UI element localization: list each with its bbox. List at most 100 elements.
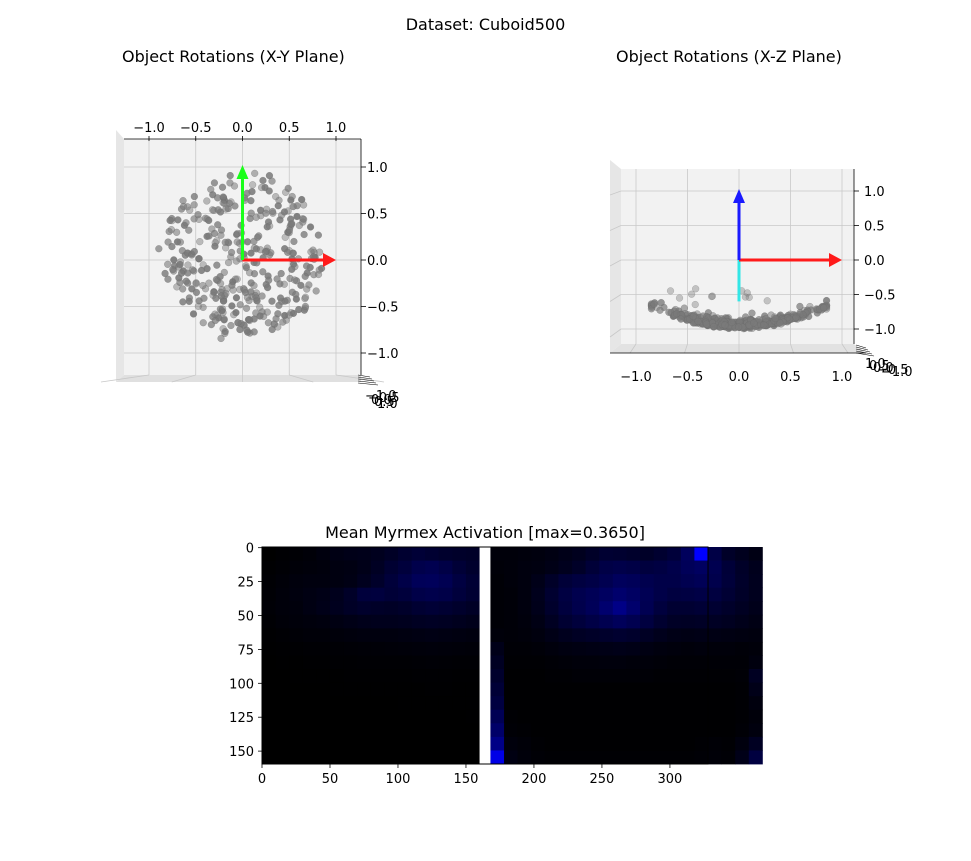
- xz-tick-labels: −1.0 −0.5 0.0 0.5 1.01.00.50.0−0.5−1.01.00.5…: [610, 169, 913, 385]
- heatmap-cell: [721, 723, 736, 738]
- heatmap-cell: [667, 750, 682, 765]
- heatmap-cell: [694, 601, 709, 616]
- heatmap-cell: [735, 641, 750, 656]
- heatmap-cell: [289, 614, 304, 629]
- xy-point: [164, 238, 172, 246]
- heatmap-cell: [708, 601, 722, 616]
- heatmap-cell: [397, 547, 412, 561]
- heatmap-cell: [558, 750, 573, 765]
- heatmap-cell: [653, 628, 668, 643]
- heatmap-cell: [329, 547, 344, 561]
- heatmap-cell: [438, 669, 453, 684]
- xy-point: [242, 262, 250, 270]
- xz-grid-floor: [841, 343, 849, 354]
- xz-point: [743, 289, 751, 297]
- heatmap-cell: [465, 601, 480, 616]
- heatmap-cell: [694, 628, 709, 643]
- xz-y-tick-label: −0.5: [877, 363, 909, 378]
- xy-point: [205, 279, 213, 287]
- heatmap-cell: [397, 641, 412, 656]
- heatmap-cell: [599, 587, 614, 602]
- heatmap-cell: [302, 669, 317, 684]
- xz-point: [689, 312, 697, 320]
- heatmap-cell: [397, 669, 412, 684]
- heatmap-cell: [504, 696, 519, 711]
- heatmap-cell: [599, 601, 614, 616]
- heatmap-cell: [517, 601, 532, 616]
- heatmap-cell: [612, 587, 627, 602]
- heatmap-cell: [531, 723, 546, 738]
- heatmap-cell: [572, 587, 587, 602]
- heatmap-cell: [667, 601, 682, 616]
- heatmap-cell: [626, 696, 641, 711]
- heatmap-cell: [735, 574, 750, 589]
- heatmap-cell: [721, 574, 736, 589]
- xy-point: [252, 213, 260, 221]
- heatmap-y-tick-label: 100: [229, 677, 254, 692]
- heatmap-cell: [425, 574, 440, 589]
- xy-point: [179, 285, 187, 293]
- heatmap-cell: [640, 682, 655, 697]
- heatmap-cell: [748, 682, 763, 697]
- heatmap-cell: [572, 547, 587, 561]
- heatmap-cell: [531, 669, 546, 684]
- heatmap-cell: [694, 723, 709, 738]
- xz-plot-title: Object Rotations (X-Z Plane): [616, 47, 842, 66]
- heatmap-cell: [721, 628, 736, 643]
- heatmap-cell: [748, 696, 763, 711]
- heatmap-cell: [411, 641, 426, 656]
- heatmap-cell: [721, 655, 736, 670]
- heatmap-cell: [452, 628, 467, 643]
- xy-point: [232, 308, 240, 317]
- heatmap-cell: [316, 587, 331, 602]
- heatmap-cell: [531, 736, 546, 751]
- heatmap-cell: [329, 628, 344, 643]
- xy-point: [297, 281, 305, 289]
- heatmap-cell: [289, 655, 304, 670]
- heatmap-cell: [465, 641, 480, 656]
- xy-point: [190, 192, 199, 201]
- heatmap-cell: [411, 669, 426, 684]
- heatmap-cell: [653, 574, 668, 589]
- heatmap-cell: [735, 682, 750, 697]
- heatmap-cell: [667, 574, 682, 589]
- xy-z-tick-label: 1.0: [377, 397, 398, 412]
- xy-point: [185, 226, 193, 234]
- xy-point: [290, 276, 299, 284]
- xy-point: [185, 297, 193, 306]
- heatmap-cell: [370, 641, 385, 656]
- heatmap-cell: [599, 560, 614, 575]
- heatmap-cell: [748, 736, 763, 751]
- xy-point: [261, 248, 270, 256]
- heatmap-cell: [599, 682, 614, 697]
- heatmap-cell: [384, 614, 399, 629]
- xy-point: [301, 302, 310, 311]
- xy-point: [220, 315, 228, 323]
- heatmap-cell: [694, 682, 709, 697]
- xz-point: [677, 315, 685, 323]
- heatmap-cell: [517, 736, 532, 751]
- xy-point: [257, 183, 266, 192]
- xz-x-tick-label: −0.5: [672, 370, 704, 385]
- heatmap-cell: [302, 655, 317, 670]
- heatmap-cell: [653, 614, 668, 629]
- heatmap-cell: [544, 560, 559, 575]
- xz-z-tick-label: 0.5: [864, 220, 885, 235]
- heatmap-cell: [397, 696, 412, 711]
- heatmap-cell: [544, 614, 559, 629]
- heatmap-cell: [694, 669, 709, 684]
- heatmap-cell: [558, 641, 573, 656]
- heatmap-cell: [626, 601, 641, 616]
- xy-point: [194, 211, 202, 219]
- heatmap-cell: [302, 601, 317, 616]
- heatmap-cell: [572, 669, 587, 684]
- heatmap-cell: [599, 547, 614, 561]
- heatmap-cell: [370, 574, 385, 589]
- heatmap-y-tick-label: 150: [229, 745, 254, 760]
- heatmap-cell: [626, 723, 641, 738]
- xz-arrows: [733, 189, 842, 302]
- xy-x-tick-label: 0.5: [279, 121, 300, 136]
- heatmap-cell: [411, 574, 426, 589]
- xy-point: [190, 247, 199, 256]
- heatmap-cell: [599, 614, 614, 629]
